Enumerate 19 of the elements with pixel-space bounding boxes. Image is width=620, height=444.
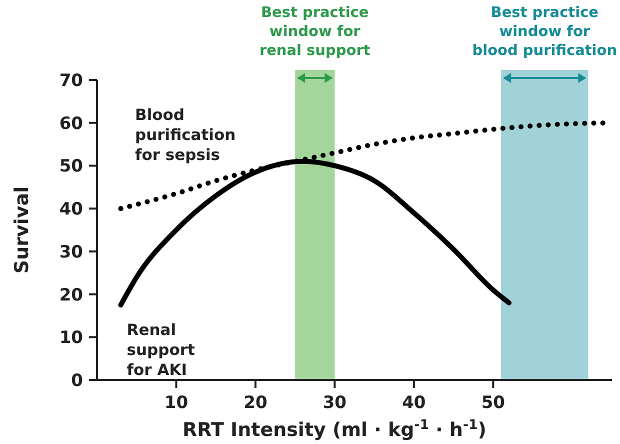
x-tick-label: 50 bbox=[481, 393, 506, 413]
band-label: Best practice window for blood purification bbox=[472, 5, 618, 59]
y-tick-label: 30 bbox=[59, 242, 84, 262]
y-tick-label: 60 bbox=[59, 114, 84, 134]
y-tick-label: 40 bbox=[59, 200, 84, 220]
x-tick-label: 30 bbox=[322, 393, 347, 413]
y-tick-label: 50 bbox=[59, 156, 84, 177]
y-axis-title: Survival bbox=[11, 186, 33, 274]
y-tick-label: 70 bbox=[59, 71, 84, 91]
series-label: Blood purification for sepsis bbox=[135, 106, 236, 164]
y-tick-label: 0 bbox=[71, 371, 84, 391]
band-label: Best practice window for renal support bbox=[259, 5, 370, 59]
x-tick-label: 20 bbox=[244, 393, 268, 413]
y-tick-label: 10 bbox=[59, 328, 84, 348]
x-axis-title: RRT Intensity (ml · kg$^{-1}$ · h$^{-1}$) bbox=[182, 418, 486, 441]
x-tick-label: 10 bbox=[164, 393, 188, 413]
y-tick-label: 20 bbox=[59, 285, 84, 306]
x-tick-label: 40 bbox=[402, 393, 426, 413]
series-label: Renal support for AKI bbox=[126, 321, 196, 379]
